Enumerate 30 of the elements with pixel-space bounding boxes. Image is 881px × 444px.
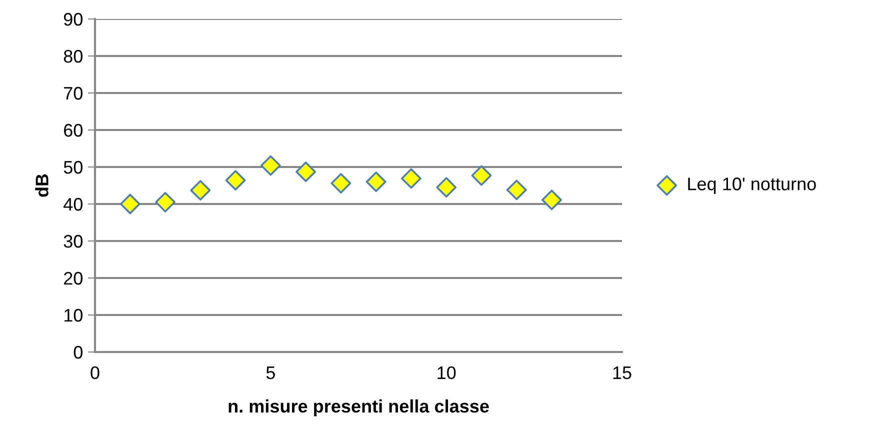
- point: [400, 168, 422, 189]
- x-axis-title: n. misure presenti nella classe: [228, 399, 489, 416]
- point: [155, 192, 176, 212]
- y-tick-label: 90: [64, 12, 82, 26]
- y-tick-label: 30: [64, 234, 82, 248]
- y-tick-label: 50: [64, 160, 82, 174]
- point: [366, 172, 386, 192]
- x-tick-label: 15: [613, 366, 632, 380]
- y-tick-label: 60: [64, 124, 82, 137]
- point: [471, 165, 492, 186]
- point: [542, 190, 562, 210]
- y-tick-label: 10: [64, 308, 82, 322]
- y-tick-label: 0: [74, 346, 82, 359]
- x-tick-label: 5: [266, 366, 275, 380]
- y-tick-label: 80: [64, 50, 82, 63]
- point: [296, 162, 316, 182]
- y-axis-title: dB: [35, 174, 48, 197]
- point: [506, 180, 527, 200]
- point: [190, 180, 211, 201]
- y-tick-label: 70: [64, 86, 82, 100]
- x-tick-label: 0: [90, 366, 100, 380]
- legend-label: Leq 10' notturno: [688, 178, 816, 194]
- x-tick-label: 10: [438, 366, 456, 380]
- point: [260, 155, 281, 176]
- point: [436, 177, 457, 198]
- y-tick-label: 20: [64, 272, 82, 285]
- point: [330, 173, 352, 194]
- point: [120, 194, 140, 214]
- y-tick-label: 40: [64, 198, 82, 211]
- point: [225, 170, 246, 191]
